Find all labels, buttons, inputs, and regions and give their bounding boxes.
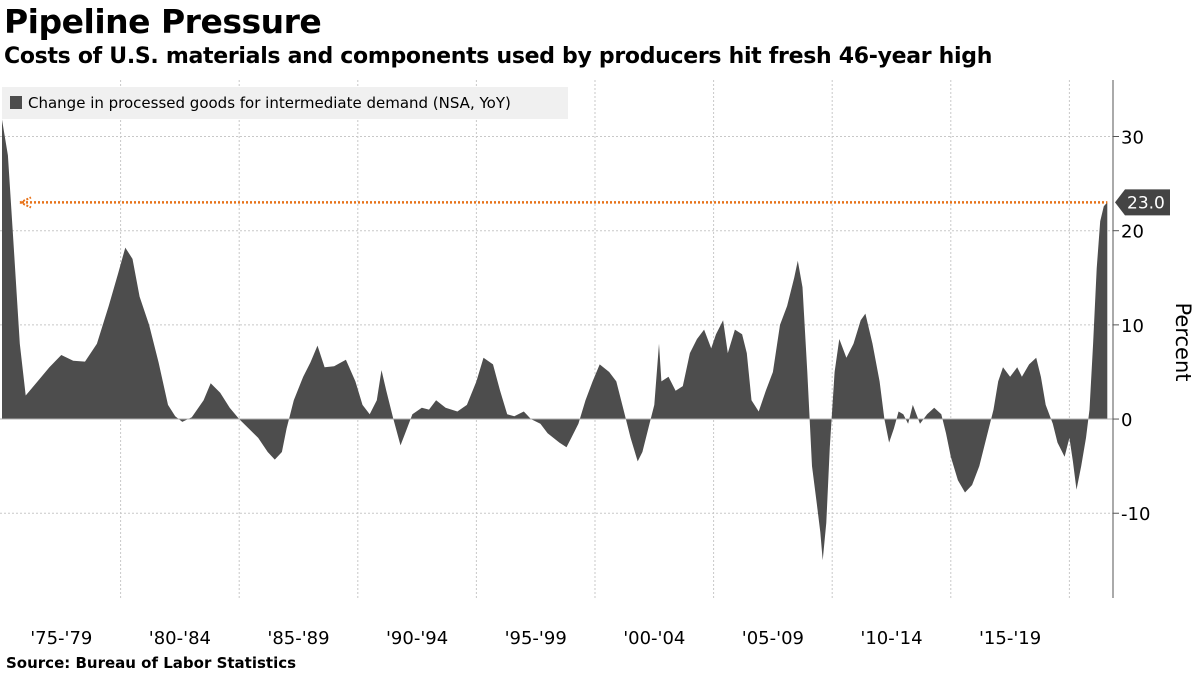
y-tick-labels: 30 20 10 0 -10 — [1121, 128, 1150, 526]
x-tick-label: '10-'14 — [860, 628, 922, 649]
x-tick-label: '15-'19 — [979, 628, 1041, 649]
legend: Change in processed goods for intermedia… — [2, 87, 568, 119]
y-axis — [0, 80, 1119, 598]
value-callout-label: 23.0 — [1127, 193, 1165, 213]
reference-line-group: 23.0 — [19, 189, 1170, 216]
legend-background — [2, 87, 568, 119]
y-axis-title: Percent — [1171, 302, 1195, 381]
x-tick-label: '80-'84 — [149, 628, 211, 649]
legend-label: Change in processed goods for intermedia… — [28, 94, 511, 112]
chart-subtitle: Costs of U.S. materials and components u… — [4, 44, 993, 69]
legend-swatch — [10, 96, 22, 109]
x-tick-label: '75-'79 — [30, 628, 92, 649]
y-tick-label: 10 — [1121, 316, 1144, 337]
x-tick-label: '00-'04 — [623, 628, 685, 649]
x-tick-label: '90-'94 — [386, 628, 448, 649]
y-tick-label: 30 — [1121, 128, 1144, 149]
value-callout — [1115, 189, 1170, 216]
gridlines — [0, 80, 1113, 598]
chart-title: Pipeline Pressure — [4, 2, 322, 41]
series-area — [2, 119, 1108, 561]
y-tick-label: -10 — [1121, 504, 1150, 525]
y-tick-label: 20 — [1121, 222, 1144, 243]
source-note: Source: Bureau of Labor Statistics — [6, 654, 297, 672]
x-tick-labels: '75-'79 '80-'84 '85-'89 '90-'94 '95-'99 '00-'… — [30, 628, 1041, 649]
x-tick-label: '85-'89 — [267, 628, 329, 649]
x-tick-label: '05-'09 — [742, 628, 804, 649]
y-tick-label: 0 — [1121, 410, 1132, 431]
reference-arrow — [19, 196, 32, 209]
x-tick-label: '95-'99 — [505, 628, 567, 649]
